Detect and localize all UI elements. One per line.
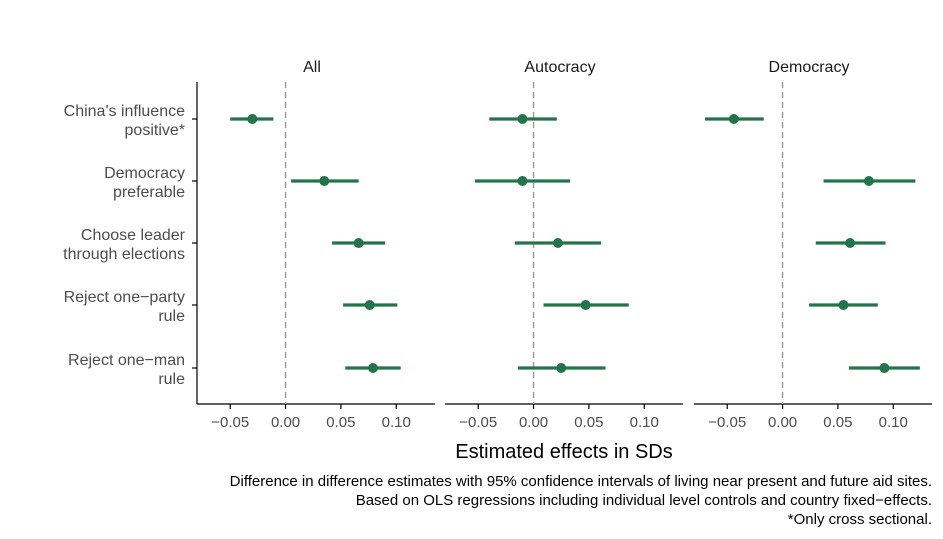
y-axis-labels: China's influence positive* Democracy prefe…	[63, 82, 198, 404]
x-tick-label: 0.05	[823, 414, 852, 431]
facet-panel-autocracy: Autocracy −0.05 0.00 0.05 0.10	[445, 59, 683, 431]
x-tick-label: 0.00	[768, 414, 797, 431]
x-tick-label: −0.05	[708, 414, 746, 431]
facet-panels: All −0.05 0.00 0.05 0.10 Autocracy −0.05 0.00 0.…	[197, 59, 932, 431]
point-estimate	[580, 300, 591, 310]
x-axis-title: Estimated effects in SDs	[455, 441, 673, 463]
caption-line-1: Difference in difference estimates with …	[230, 473, 932, 490]
point-estimate	[728, 114, 739, 124]
point-estimate	[863, 176, 874, 186]
caption-line-2: Based on OLS regressions including indiv…	[356, 492, 932, 509]
x-tick-label: 0.10	[382, 414, 411, 431]
y-tick-label: preferable	[113, 184, 185, 201]
y-tick-label: Reject one−man	[68, 352, 185, 369]
x-tick-label: −0.05	[211, 414, 249, 431]
point-estimate	[517, 114, 528, 124]
x-tick-label: 0.00	[271, 414, 300, 431]
facet-title: Democracy	[769, 59, 850, 76]
point-estimate	[552, 238, 563, 248]
point-estimate	[556, 363, 567, 373]
x-tick-label: 0.10	[879, 414, 908, 431]
point-estimate	[517, 176, 528, 186]
y-tick-label: through elections	[63, 246, 185, 263]
y-tick-label: Reject one−party	[64, 289, 185, 306]
point-estimate	[368, 363, 379, 373]
x-tick-label: 0.05	[574, 414, 603, 431]
x-tick-label: 0.00	[519, 414, 548, 431]
facet-title: All	[303, 59, 321, 76]
x-tick-label: 0.05	[326, 414, 355, 431]
y-tick-label: Democracy	[104, 165, 185, 182]
point-estimate	[353, 238, 364, 248]
facet-panel-democracy: Democracy −0.05 0.00 0.05 0.10	[694, 59, 932, 431]
point-estimate	[838, 300, 849, 310]
point-estimate	[845, 238, 856, 248]
y-tick-label: China's influence	[64, 103, 185, 120]
y-tick-label: Choose leader	[81, 227, 186, 244]
point-estimate	[879, 363, 890, 373]
x-tick-label: 0.10	[630, 414, 659, 431]
point-estimate	[319, 176, 330, 186]
point-estimate	[364, 300, 375, 310]
y-tick-label: rule	[158, 371, 185, 388]
point-estimate	[247, 114, 258, 124]
y-tick-label: positive*	[125, 122, 185, 139]
facet-panel-all: All −0.05 0.00 0.05 0.10	[197, 59, 435, 431]
x-tick-label: −0.05	[459, 414, 497, 431]
caption-line-3: *Only cross sectional.	[788, 511, 932, 528]
caption: Difference in difference estimates with …	[230, 473, 932, 528]
facet-title: Autocracy	[524, 59, 595, 76]
y-tick-label: rule	[158, 308, 185, 325]
